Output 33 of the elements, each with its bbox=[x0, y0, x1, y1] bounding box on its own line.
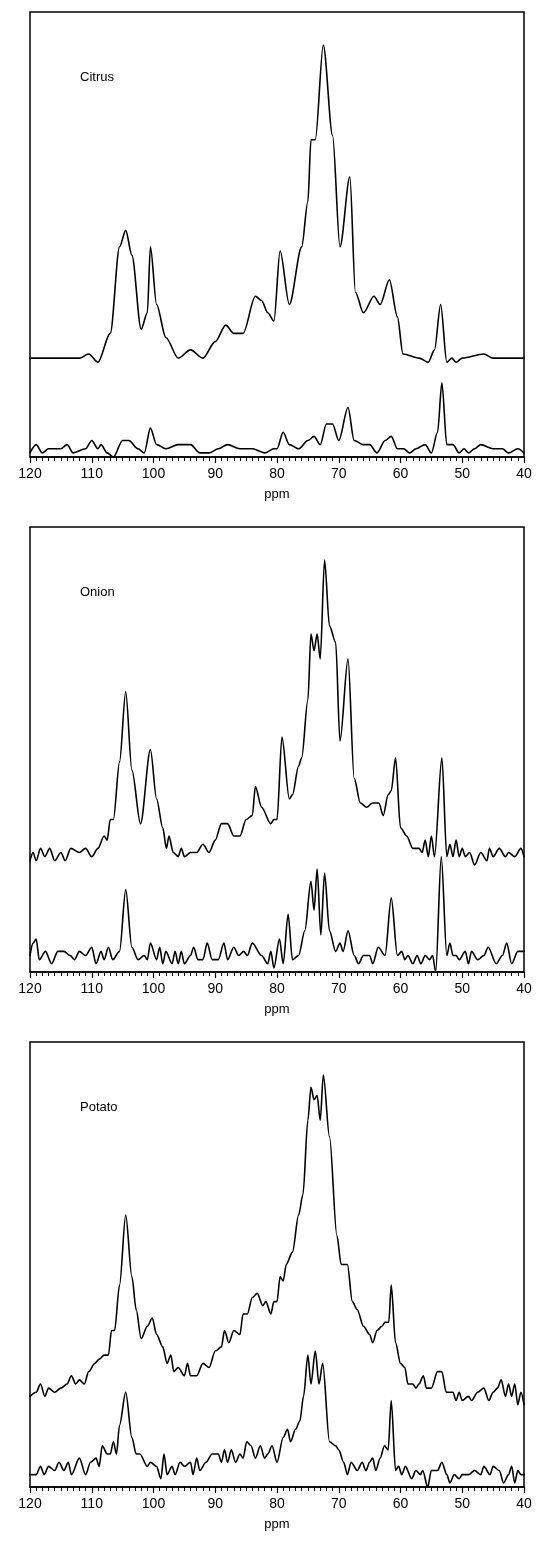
x-tick-label: 70 bbox=[330, 465, 347, 481]
x-tick-label: 120 bbox=[18, 1495, 42, 1511]
x-tick-label: 110 bbox=[80, 980, 104, 996]
x-tick-label: 100 bbox=[141, 465, 166, 481]
annotation: Citrus bbox=[80, 69, 115, 84]
annotation: Potato bbox=[80, 1099, 118, 1114]
x-tick-label: 120 bbox=[18, 980, 42, 996]
x-tick-label: 110 bbox=[80, 465, 104, 481]
x-tick-label: 100 bbox=[141, 980, 166, 996]
x-axis-title: ppm bbox=[264, 1001, 290, 1016]
x-tick-label: 120 bbox=[18, 465, 42, 481]
x-tick-label: 90 bbox=[207, 465, 224, 481]
x-tick-label: 40 bbox=[516, 980, 532, 996]
x-tick-label: 90 bbox=[207, 980, 224, 996]
x-tick-label: 50 bbox=[454, 980, 471, 996]
x-tick-label: 50 bbox=[454, 1495, 471, 1511]
x-tick-label: 110 bbox=[80, 1495, 104, 1511]
x-tick-label: 40 bbox=[516, 465, 532, 481]
x-tick-label: 60 bbox=[392, 465, 409, 481]
x-tick-label: 70 bbox=[330, 1495, 347, 1511]
x-tick-label: 50 bbox=[454, 465, 471, 481]
x-tick-label: 90 bbox=[207, 1495, 224, 1511]
x-tick-label: 40 bbox=[516, 1495, 532, 1511]
x-axis-title: ppm bbox=[264, 486, 290, 501]
x-tick-label: 80 bbox=[269, 465, 285, 481]
x-tick-label: 70 bbox=[330, 980, 347, 996]
x-axis-title: ppm bbox=[264, 1516, 290, 1531]
x-tick-label: 80 bbox=[269, 1495, 285, 1511]
x-tick-label: 100 bbox=[141, 1495, 166, 1511]
annotation: Onion bbox=[80, 584, 115, 599]
x-tick-label: 80 bbox=[269, 980, 285, 996]
x-tick-label: 60 bbox=[392, 1495, 409, 1511]
x-tick-label: 60 bbox=[392, 980, 409, 996]
